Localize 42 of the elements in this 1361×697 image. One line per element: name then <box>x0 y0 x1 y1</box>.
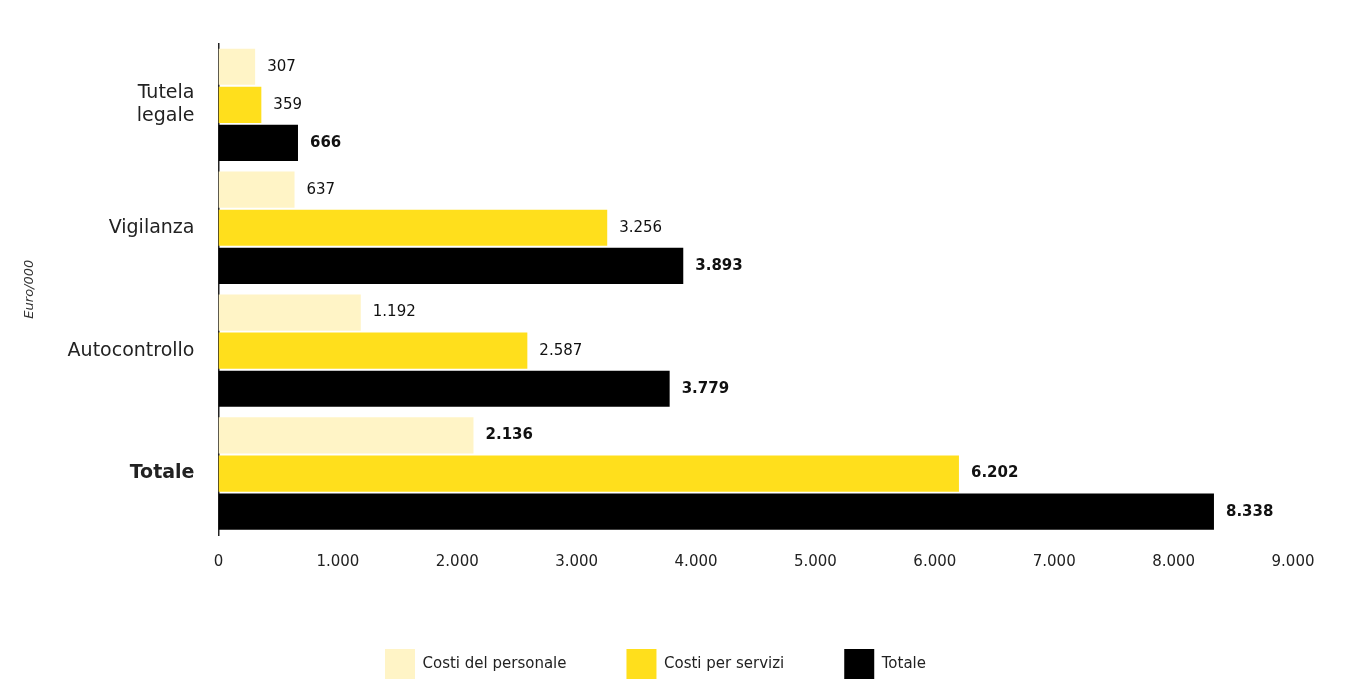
bar <box>218 171 295 208</box>
x-tick-label: 4.000 <box>674 551 718 570</box>
data-label: 359 <box>273 94 302 113</box>
x-tick-label: 3.000 <box>555 551 599 570</box>
legend-label: Costi del personale <box>422 653 567 672</box>
bar <box>218 294 361 331</box>
bar <box>218 209 608 246</box>
x-tick-label: 0 <box>213 551 224 570</box>
data-label: 1.192 <box>372 302 416 321</box>
data-label: 3.779 <box>681 378 730 397</box>
bar <box>218 493 1214 530</box>
bar <box>218 455 959 492</box>
x-tick-label: 5.000 <box>793 551 837 570</box>
y-axis-title: Euro/000 <box>21 259 37 319</box>
bar <box>218 417 474 454</box>
bar <box>218 48 256 85</box>
data-label: 637 <box>306 179 336 198</box>
data-label: 2.136 <box>485 425 533 444</box>
data-label: 3.256 <box>619 217 663 236</box>
x-tick-label: 7.000 <box>1032 551 1076 570</box>
x-tick-label: 9.000 <box>1271 551 1315 570</box>
bar <box>218 86 262 123</box>
x-tick-label: 6.000 <box>913 551 957 570</box>
data-label: 2.587 <box>539 340 583 359</box>
bar <box>218 332 528 369</box>
bar <box>218 124 298 162</box>
legend-label: Totale <box>880 653 926 672</box>
y-tick-label: Totale <box>129 460 195 483</box>
data-label: 6.202 <box>970 463 1019 482</box>
data-label: 3.893 <box>695 255 743 274</box>
data-label: 666 <box>309 132 342 151</box>
x-tick-label: 1.000 <box>316 551 360 570</box>
x-tick-label: 2.000 <box>435 551 479 570</box>
data-label: 307 <box>267 56 296 75</box>
y-tick-label: Autocontrollo <box>67 337 195 360</box>
y-tick-label: Vigilanza <box>108 214 195 237</box>
legend-label: Costi per servizi <box>663 653 785 672</box>
bar <box>218 247 684 284</box>
bar <box>218 370 670 407</box>
y-tick-label: Tutela legale <box>136 80 195 126</box>
x-tick-label: 8.000 <box>1152 551 1196 570</box>
data-label: 8.338 <box>1225 501 1274 520</box>
